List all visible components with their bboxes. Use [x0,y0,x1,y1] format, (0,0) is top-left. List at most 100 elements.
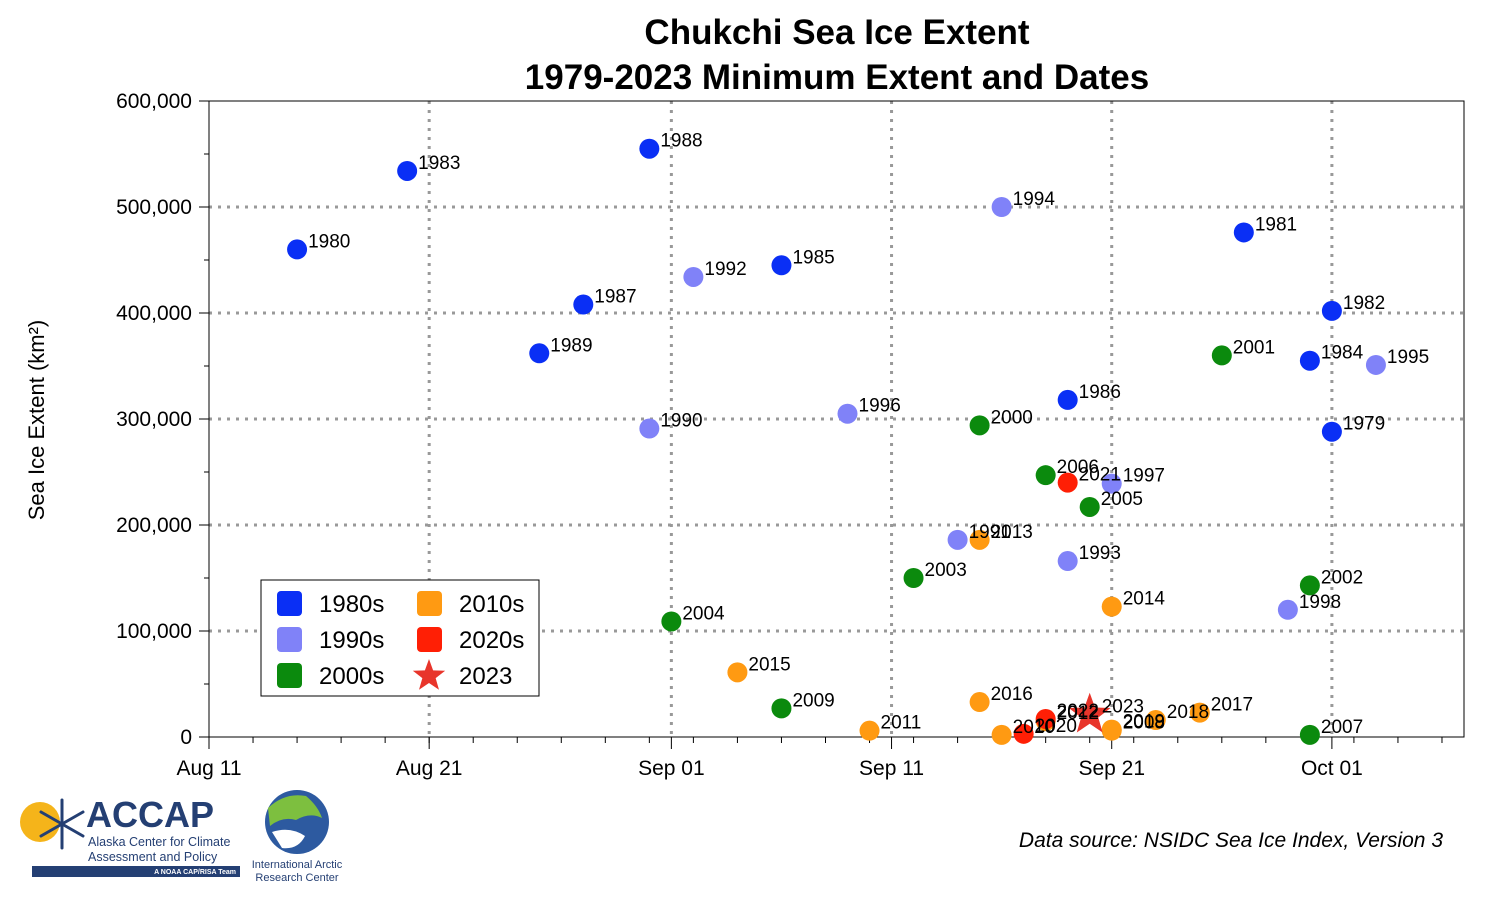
point-label-2017: 2017 [1211,695,1253,716]
legend: 1980s 2010s 1990s 2020s 2000s 2023 [260,579,540,697]
accap-banner [32,866,240,877]
iarc-logo: International Arctic Research Center [252,790,343,884]
x-tick-label: Aug 11 [177,757,242,780]
y-tick-label: 200,000 [116,514,192,537]
point-1990 [639,418,660,439]
y-tick-label: 100,000 [116,620,192,643]
chart-title-line-1: Chukchi Sea Ice Extent [644,13,1029,52]
legend-marker-2000s [277,663,302,688]
legend-marker-2023 [412,659,446,690]
legend-marker-1990s [277,627,302,652]
point-2002 [1299,575,1320,596]
point-label-2019: 2019 [1123,712,1165,733]
point-2005 [1079,496,1100,517]
point-label-1995: 1995 [1387,347,1429,368]
point-label-1992: 1992 [704,259,746,280]
point-2006 [1035,465,1056,486]
point-label-2018: 2018 [1167,702,1209,723]
point-label-1993: 1993 [1079,543,1121,564]
data-source: Data source: NSIDC Sea Ice Index, Versio… [1019,829,1443,852]
accap-subtitle-1: Alaska Center for Climate [88,835,230,849]
point-1992 [683,266,704,287]
point-2004 [661,611,682,632]
y-tick-label: 600,000 [116,90,192,113]
point-2021 [1057,472,1078,493]
point-label-2006: 2006 [1057,457,1099,478]
point-1997 [1101,473,1122,494]
point-label-2007: 2007 [1321,717,1363,738]
accap-title: ACCAP [86,794,214,835]
chart-title-line-2: 1979-2023 Minimum Extent and Dates [525,58,1149,97]
point-1986 [1057,389,1078,410]
snowflake-icon [39,798,85,850]
legend-label-1980s: 1980s [319,591,384,618]
point-label-2004: 2004 [682,603,725,624]
legend-marker-2010s [417,591,442,616]
point-1985 [771,255,792,276]
point-1989 [529,343,550,364]
accap-banner-text: A NOAA CAP/RISA Team [154,869,236,876]
legend-label-1990s: 1990s [319,627,384,654]
legend-label-2000s: 2000s [319,663,384,690]
point-star-2023 [1068,692,1111,733]
point-label-2011: 2011 [881,713,922,734]
point-label-1994: 1994 [1013,189,1056,210]
point-label-2008: 2008 [1123,713,1165,734]
y-tick-label: 300,000 [116,408,192,431]
point-label-2003: 2003 [925,560,967,581]
point-2001 [1211,345,1232,366]
point-label-1987: 1987 [594,287,636,308]
iarc-name-line-1: International Arctic [252,859,343,871]
point-1983 [397,160,418,181]
point-label-2023: 2023 [1102,697,1144,718]
point-label-1979: 1979 [1343,414,1385,435]
x-tick-labels: Aug 11 Aug 21 Sep 01 Sep 11 Sep 21 Oct 01 [177,757,1363,780]
point-2014 [1101,596,1122,617]
point-label-2010: 2010 [1013,717,1055,738]
legend-marker-1980s [277,591,302,616]
point-label-1990: 1990 [660,411,702,432]
point-label-1988: 1988 [660,131,702,152]
y-axis-title: Sea Ice Extent (km²) [24,320,49,521]
point-2018 [1145,710,1166,731]
y-tick-label: 400,000 [116,302,192,325]
point-label-2002: 2002 [1321,567,1363,588]
point-label-2012: 2012 [1057,703,1099,724]
point-2020 [1013,723,1034,744]
y-tick-label: 0 [180,726,192,749]
point-label-1997: 1997 [1123,466,1165,487]
point-1991 [947,529,968,550]
point-2016 [969,692,990,713]
point-2000 [969,415,990,436]
point-label-2020: 2020 [1035,716,1077,737]
point-2011 [859,720,880,741]
point-2007 [1299,724,1320,745]
point-label-2009: 2009 [792,690,834,711]
data-points [287,138,1386,745]
point-1994 [991,197,1012,217]
point-2009 [771,698,792,719]
point-label-2022: 2022 [1057,701,1099,722]
x-tick-label: Sep 01 [638,757,705,780]
point-1988 [639,138,660,159]
x-tick-label: Oct 01 [1301,757,1363,780]
point-2019 [1101,719,1122,740]
globe-ice-shape [272,829,305,849]
point-1981 [1233,222,1254,243]
point-label-1986: 1986 [1079,382,1121,403]
accap-subtitle-2: Assessment and Policy [88,850,218,864]
point-label-1989: 1989 [550,335,592,356]
point-1980 [287,239,308,260]
point-2010 [991,724,1012,745]
point-labels: 1979 1980 1981 1982 1983 1984 1985 1986 1987 1988… [308,131,1429,738]
legend-marker-2020s [417,627,442,652]
x-tick-label: Sep 21 [1078,757,1145,780]
legend-box [260,579,540,697]
legend-label-2010s: 2010s [459,591,524,618]
point-label-1996: 1996 [859,396,901,417]
point-1995 [1365,354,1386,375]
point-label-1981: 1981 [1255,214,1297,235]
point-2003 [903,568,924,588]
point-1996 [837,403,858,424]
